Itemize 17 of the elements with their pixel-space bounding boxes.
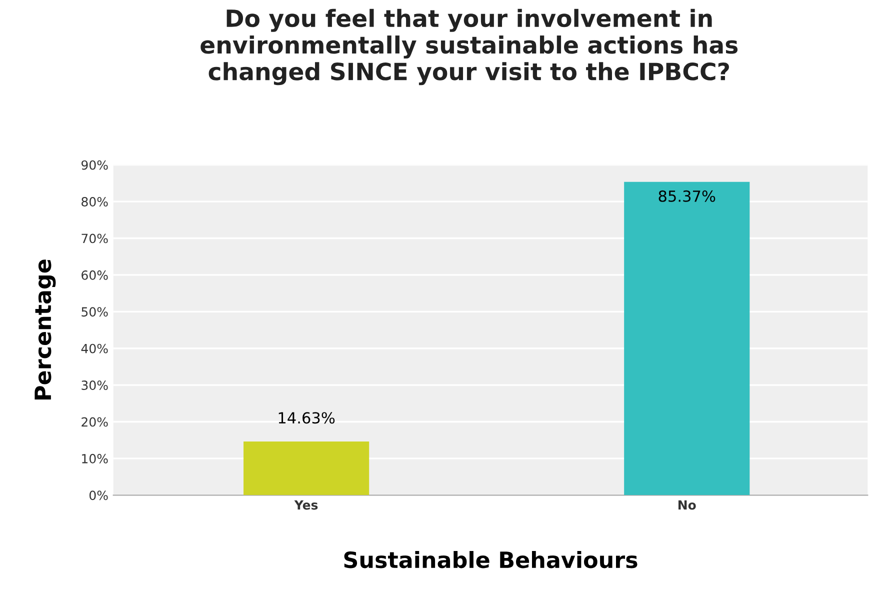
y-tick-label: 30% xyxy=(82,380,108,390)
y-tick-label: 80% xyxy=(82,197,108,206)
y-tick-label: 70% xyxy=(82,234,108,244)
y-tick-label: 0% xyxy=(89,490,108,500)
y-tick-label: 60% xyxy=(82,270,108,280)
y-tick-label: 90% xyxy=(82,160,108,170)
y-axis-title: Percentage xyxy=(34,260,56,400)
data-label: 85.37% xyxy=(658,190,716,202)
y-tick-label: 40% xyxy=(81,344,108,354)
x-axis-title: Sustainable Behaviours xyxy=(344,551,638,568)
data-label: 14.63% xyxy=(278,412,335,424)
y-tick-label: 20% xyxy=(82,417,108,427)
x-tick-label: No xyxy=(678,500,696,510)
y-tick-label: 50% xyxy=(82,307,108,317)
x-tick-label: Yes xyxy=(294,500,318,510)
chart-title: Do you feel that your involvement in environmentally sustainable actions has changed SINCE your visit to the IPBCC? xyxy=(200,8,738,86)
y-tick-label: 10% xyxy=(82,454,108,464)
